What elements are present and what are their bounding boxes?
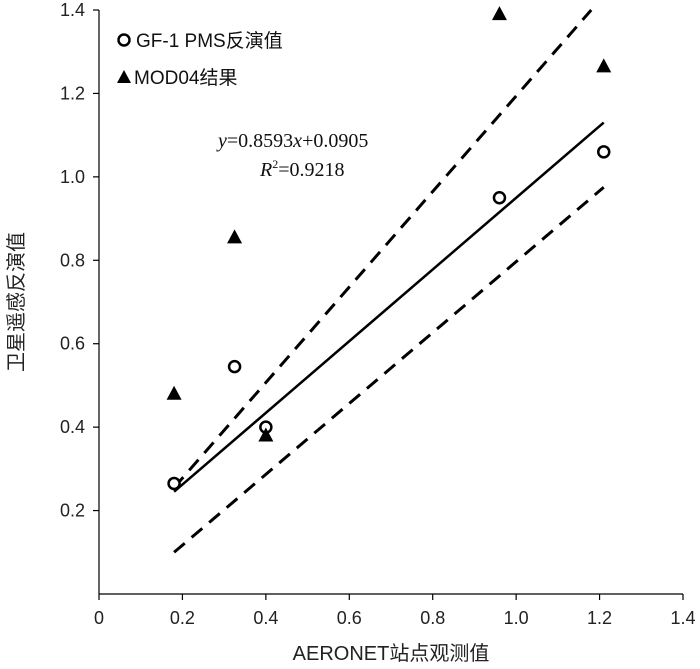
r-squared-exponent: 2 bbox=[272, 157, 278, 171]
mod04-point bbox=[227, 229, 243, 244]
legend-label-gf1: GF-1 PMS反演值 bbox=[136, 30, 283, 52]
legend-label-mod04: MOD04结果 bbox=[134, 67, 237, 89]
x-axis-title: AERONET站点观测值 bbox=[293, 642, 490, 665]
x-tick-label: 0.4 bbox=[253, 608, 278, 628]
y-tick-label: 0.6 bbox=[60, 334, 85, 354]
x-tick-label: 1.4 bbox=[670, 608, 695, 628]
equation-intercept: +0.0905 bbox=[302, 130, 368, 152]
equation-y-var: y bbox=[216, 130, 227, 152]
mod04-point bbox=[258, 427, 274, 442]
x-tick-label: 0.8 bbox=[420, 608, 445, 628]
x-tick-label: 1.0 bbox=[504, 608, 529, 628]
legend-triangle-marker bbox=[117, 70, 131, 83]
y-tick-label: 0.2 bbox=[60, 501, 85, 521]
mod04-point bbox=[491, 6, 507, 21]
gf1-point bbox=[227, 359, 242, 374]
regression-equation: y=0.8593x+0.0905 bbox=[216, 130, 368, 152]
mod04-point bbox=[166, 385, 182, 400]
r-squared-var: R bbox=[259, 159, 272, 181]
confidence-line-upper bbox=[172, 9, 593, 489]
r-squared: R2=0.9218 bbox=[259, 157, 345, 181]
data-points bbox=[166, 6, 612, 491]
gf1-point bbox=[492, 190, 507, 205]
axis-ticks: 0 0.2 0.4 0.6 0.8 1.0 1.2 1.4 0.2 0.4 0.6 0.8 1.0 1.2… bbox=[60, 0, 696, 628]
y-tick-label: 1.4 bbox=[60, 0, 85, 20]
mod04-point bbox=[596, 58, 612, 73]
x-tick-label: 0.6 bbox=[337, 608, 362, 628]
r-squared-value: =0.9218 bbox=[278, 159, 344, 181]
equation-x-var: x bbox=[292, 130, 302, 152]
legend-circle-marker bbox=[117, 33, 131, 47]
gf1-point bbox=[596, 145, 611, 159]
confidence-line-lower bbox=[173, 186, 605, 554]
gf1-point bbox=[167, 476, 181, 491]
regression-line bbox=[173, 121, 605, 493]
x-tick-label: 0 bbox=[94, 608, 104, 628]
y-tick-label: 1.2 bbox=[60, 83, 85, 103]
equation-slope: =0.8593 bbox=[227, 130, 293, 152]
x-tick-label: 0.2 bbox=[170, 608, 195, 628]
x-tick-label: 1.2 bbox=[587, 608, 612, 628]
regression-lines bbox=[172, 9, 605, 554]
y-tick-label: 1.0 bbox=[60, 167, 85, 187]
legend: GF-1 PMS反演值 MOD04结果 bbox=[117, 30, 283, 89]
y-tick-label: 0.4 bbox=[60, 417, 85, 437]
y-axis-title: 卫星遥感反演值 bbox=[5, 232, 28, 372]
y-tick-label: 0.8 bbox=[60, 250, 85, 270]
